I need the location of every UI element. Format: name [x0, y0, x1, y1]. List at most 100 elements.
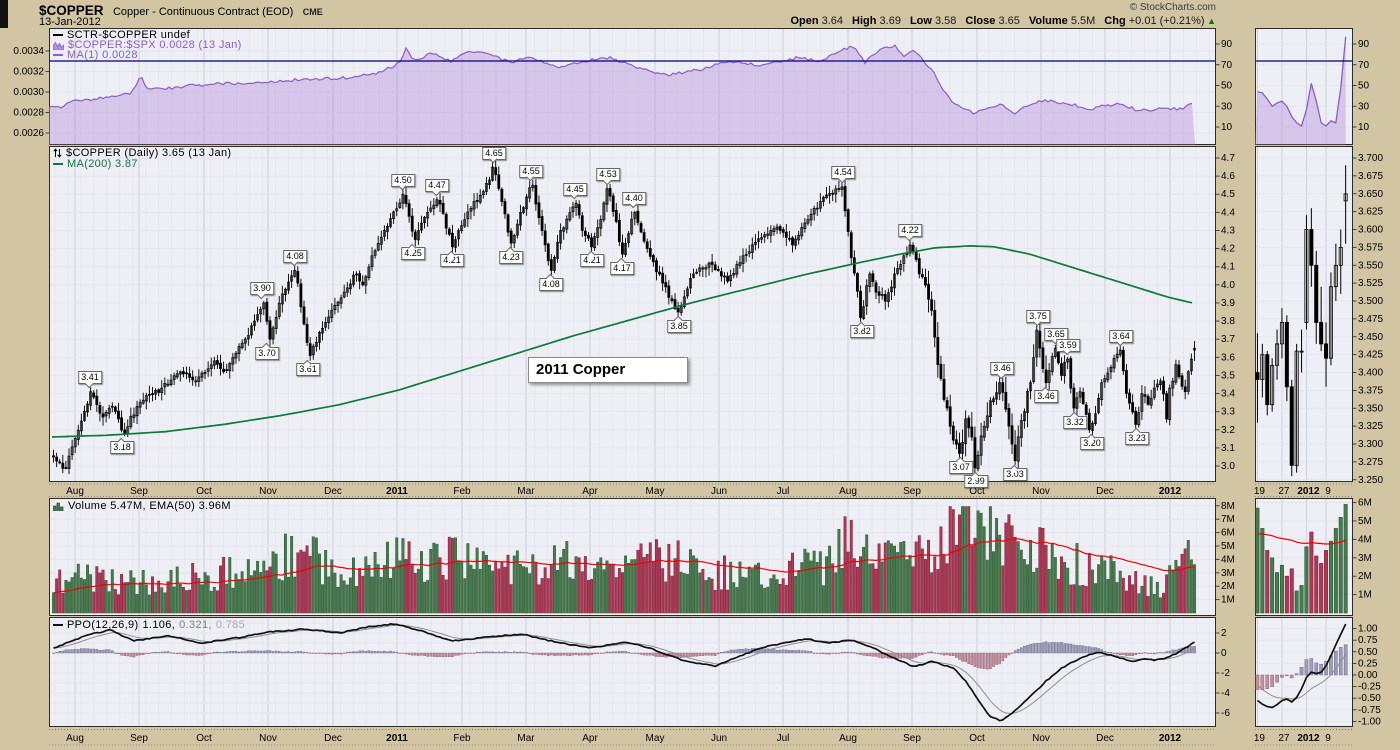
ppo-y-tick: -2 [1221, 668, 1230, 679]
price-swing-label: 4.45 [563, 182, 587, 196]
thumb-ppo-y-tick: -0.25 [1358, 682, 1381, 693]
exchange-label: CME [302, 7, 323, 17]
price-y-tick: 3.4 [1221, 389, 1235, 400]
price-swing-label: 3.90 [250, 282, 274, 296]
price-swing-label: 3.18 [110, 440, 134, 454]
candlesticks [52, 160, 1196, 475]
price-swing-label: 4.08 [539, 277, 563, 291]
window-corner [0, 0, 8, 28]
ratio-area-series [48, 44, 1215, 145]
volume-bars-icon [53, 502, 64, 511]
chart-annotation: 2011 Copper [528, 357, 688, 383]
x-axis-month-label: Nov [1032, 733, 1050, 744]
price-swing-label: 3.03 [1003, 468, 1027, 482]
price-swing-label: 3.20 [1080, 437, 1104, 451]
thumb-volume-y-tick: 5M [1358, 516, 1372, 527]
price-swing-label: 4.50 [391, 173, 415, 187]
x-axis-month-label: Mar [517, 733, 535, 744]
line-swatch-icon [53, 54, 63, 56]
thumb-price-y-tick: 3.600 [1358, 225, 1383, 236]
price-y-tick: 3.7 [1221, 334, 1235, 345]
volume-y-tick: 3M [1221, 568, 1235, 579]
thumb-price-y-tick: 3.650 [1358, 189, 1383, 200]
volume-y-tick: 4M [1221, 554, 1235, 565]
thumb-x-axis-label: 2012 [1297, 486, 1320, 497]
price-y-tick: 3.3 [1221, 407, 1235, 418]
ppo-y-tick: 2 [1221, 628, 1227, 639]
price-y-tick: 4.3 [1221, 225, 1235, 236]
x-axis-month-label: Feb [453, 733, 471, 744]
thumb-price-y-tick: 3.375 [1358, 385, 1383, 396]
price-swing-label: 4.53 [596, 168, 620, 182]
thumb-volume-y-tick: 3M [1358, 553, 1372, 564]
price-y-tick: 3.1 [1221, 443, 1235, 454]
axis-labels: 0.00340.00320.00300.00280.00269070503010… [13, 39, 1383, 746]
ratio-y-right-tick: 30 [1221, 101, 1233, 112]
thumb-x-axis-label: 9 [1325, 486, 1331, 497]
ratio-legend-sctr-text: SCTR-$COPPER undef [67, 29, 191, 41]
price-swing-label: 3.32 [1063, 415, 1087, 429]
thumb-price-y-tick: 3.300 [1358, 439, 1383, 450]
thumb-volume-y-tick: 4M [1358, 534, 1372, 545]
thumb-price-y-tick: 3.475 [1358, 314, 1383, 325]
thumb-volume-y-tick: 6M [1358, 498, 1372, 509]
ratio-y-left-tick: 0.0030 [13, 87, 44, 98]
x-axis-month-label: Dec [1096, 733, 1114, 744]
thumb-x-axis-label: 19 [1254, 486, 1266, 497]
price-swing-label: 3.85 [667, 319, 691, 333]
ratio-y-right-tick: 50 [1221, 81, 1233, 92]
x-axis-month-label: 2011 [386, 733, 408, 744]
thumb-price-y-tick: 3.550 [1358, 260, 1383, 271]
thumb-price-y-tick: 3.575 [1358, 242, 1383, 253]
price-swing-label: 4.40 [622, 191, 646, 205]
x-axis-month-label: Sep [130, 733, 148, 744]
price-swing-label: 4.21 [580, 254, 604, 268]
x-axis-month-label: Aug [66, 733, 84, 744]
thumb-price-y-tick: 3.625 [1358, 207, 1383, 218]
price-swing-label: 3.70 [255, 346, 279, 360]
chart-title: Copper - Continuous Contract (EOD) [112, 6, 294, 18]
x-axis-month-label: Feb [453, 486, 471, 497]
thumb-ratio-y-tick: 10 [1358, 122, 1370, 133]
quote-high: High 3.69 [852, 15, 901, 27]
x-axis-month-label: Oct [196, 486, 212, 497]
price-swing-label: 4.21 [440, 254, 464, 268]
x-axis-month-label: Jul [777, 486, 790, 497]
price-swing-label: 3.23 [1125, 431, 1149, 445]
x-axis-month-label: Nov [259, 733, 277, 744]
price-swing-label: 2.99 [964, 475, 988, 489]
thumb-price-y-tick: 3.500 [1358, 296, 1383, 307]
thumb-price-y-tick: 3.450 [1358, 332, 1383, 343]
x-axis-month-label: Jun [711, 733, 727, 744]
thumb-ppo-y-tick: -0.75 [1358, 705, 1381, 716]
thumb-ppo-y-tick: 0.25 [1358, 658, 1378, 669]
thumb-ratio-y-tick: 50 [1358, 81, 1370, 92]
thumb-x-axis-label: 27 [1278, 733, 1290, 744]
ratio-legend-sctr: SCTR-$COPPER undef [53, 29, 191, 41]
volume-legend-text: Volume 5.47M, EMA(50) 3.96M [68, 500, 231, 512]
thumb-ppo-y-tick: 0.00 [1358, 670, 1378, 681]
thumb-ppo-y-tick: 0.75 [1358, 635, 1378, 646]
price-legend-ma: MA(200) 3.87 [53, 159, 138, 170]
ratio-y-left-tick: 0.0026 [13, 128, 44, 139]
price-swing-label: 3.75 [1026, 309, 1050, 323]
price-swing-label: 4.08 [283, 249, 307, 263]
thumb-ratio-y-tick: 70 [1358, 60, 1370, 71]
x-axis-month-label: 2011 [386, 486, 408, 497]
price-y-tick: 3.6 [1221, 352, 1235, 363]
price-y-tick: 4.1 [1221, 262, 1235, 273]
price-y-tick: 3.9 [1221, 298, 1235, 309]
volume-bars-thumb [1255, 504, 1348, 614]
quote-close: Close 3.65 [965, 15, 1020, 27]
thumb-x-axis-label: 2012 [1297, 733, 1320, 744]
ratio-legend-series: $COPPER:$SPX 0.0028 (13 Jan) [53, 40, 242, 51]
thumb-ratio-y-tick: 90 [1358, 39, 1370, 50]
price-swing-label: 3.41 [78, 371, 102, 385]
volume-y-tick: 2M [1221, 581, 1235, 592]
price-swing-label: 4.22 [898, 224, 922, 238]
price-swing-label: 3.46 [990, 362, 1014, 376]
thumb-volume-y-tick: 2M [1358, 571, 1372, 582]
ratio-y-right-tick: 90 [1221, 39, 1233, 50]
ppo-y-tick: 0 [1221, 648, 1227, 659]
price-y-tick: 4.2 [1221, 244, 1235, 255]
